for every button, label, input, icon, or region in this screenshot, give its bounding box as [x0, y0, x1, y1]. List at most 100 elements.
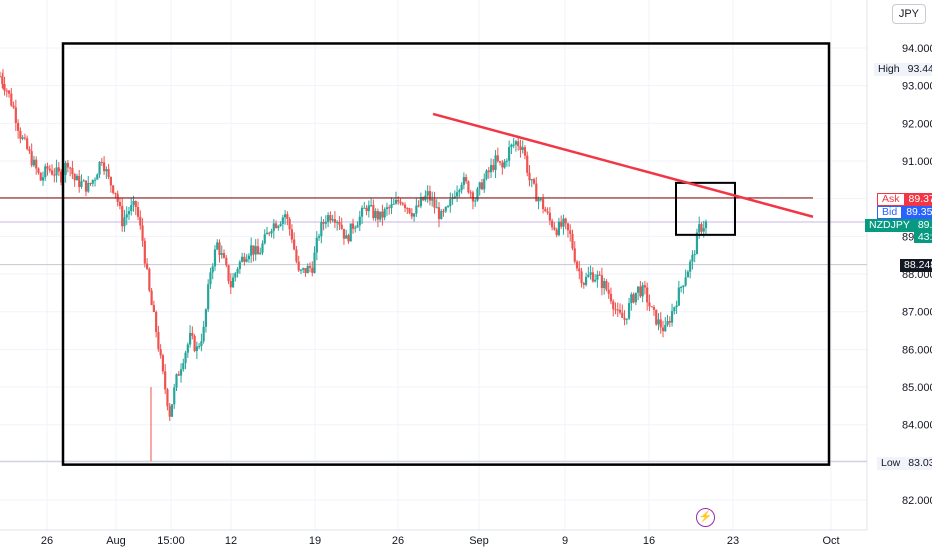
time-axis-labels: 26 Aug 15:00 12 19 26 Sep 9 16 23 Oct: [41, 535, 840, 547]
lightning-icon[interactable]: ⚡: [696, 508, 715, 527]
candle-body: [598, 274, 601, 276]
candle-body: [112, 185, 115, 193]
candle-body: [376, 211, 379, 220]
candle-body: [689, 261, 692, 272]
candle-body: [139, 216, 142, 226]
candle-body: [338, 222, 341, 225]
candle-body: [526, 155, 529, 173]
candle-body: [288, 219, 291, 230]
candle-body: [279, 223, 282, 226]
currency-badge[interactable]: JPY: [891, 4, 926, 24]
candle-body: [394, 199, 398, 204]
price-axis-labels: 94.00093.00092.00091.00090.00089.00088.0…: [902, 43, 932, 507]
candle-body: [202, 326, 205, 342]
candle-body: [449, 199, 452, 207]
candle-body: [141, 225, 144, 241]
candle-body: [91, 179, 94, 184]
candle-body: [272, 223, 275, 231]
candle-body: [340, 224, 343, 229]
candle-body: [84, 180, 88, 192]
candle-body: [566, 223, 570, 231]
y-tick-label: 87.000: [902, 307, 932, 319]
candle-body: [523, 147, 527, 156]
candle-body: [401, 203, 404, 205]
candle-body: [632, 294, 635, 303]
candle-body: [397, 199, 400, 202]
candle-body: [433, 199, 436, 208]
y-tick-label: 93.000: [902, 81, 932, 93]
candle-body: [254, 246, 257, 255]
candle-body: [478, 182, 481, 189]
candlestick-series: [0, 69, 708, 462]
drawing-annotations[interactable]: [0, 42, 831, 466]
candle-body: [487, 170, 490, 173]
candle-body: [657, 319, 660, 325]
candle-body: [492, 165, 495, 171]
candle-body: [46, 166, 49, 169]
bid-value: 89.358: [902, 206, 932, 219]
y-tick-label: 82.000: [902, 495, 932, 507]
candle-body: [541, 199, 545, 209]
candle-body: [268, 232, 271, 234]
candle-body: [238, 261, 241, 270]
candle-body: [317, 236, 321, 238]
candle-body: [512, 144, 515, 146]
candle-body: [161, 355, 165, 372]
candle-body: [680, 287, 683, 289]
candle-body: [71, 168, 74, 175]
candle-body: [143, 240, 146, 264]
candle-body: [231, 277, 235, 288]
candle-body: [360, 207, 364, 217]
candle-body: [627, 303, 631, 319]
x-tick-label: Sep: [469, 535, 489, 547]
candle-body: [453, 196, 456, 198]
candle-body: [374, 211, 377, 219]
candle-body: [136, 207, 140, 217]
candle-body: [630, 294, 633, 304]
candle-body: [345, 235, 348, 239]
candle-body: [467, 181, 470, 193]
candle-body: [41, 177, 45, 181]
candle-body: [693, 254, 696, 256]
x-tick-label: 12: [225, 535, 237, 547]
candle-body: [89, 183, 92, 185]
candle-body: [686, 271, 689, 278]
candle-body: [578, 268, 581, 272]
candle-body: [114, 192, 117, 194]
candle-body: [69, 167, 72, 169]
candle-body: [704, 221, 708, 229]
candle-body: [64, 162, 67, 175]
candle-body: [98, 161, 101, 175]
candle-body: [356, 225, 359, 228]
candle-body: [528, 172, 531, 181]
candle-body: [655, 309, 658, 325]
candle-body: [553, 227, 556, 230]
candle-body: [265, 232, 269, 235]
candle-body: [39, 172, 42, 181]
candle-body: [302, 268, 305, 270]
candle-body: [440, 211, 443, 220]
candle-body: [684, 277, 687, 286]
candle-body: [274, 223, 278, 228]
y-tick-label: 88.000: [902, 269, 932, 281]
candle-body: [666, 321, 669, 325]
candle-body: [668, 321, 671, 323]
high-label: High: [878, 63, 900, 75]
candle-body: [37, 168, 40, 173]
candle-body: [304, 268, 307, 274]
candle-body: [313, 252, 316, 273]
candle-body: [675, 305, 678, 308]
candle-body: [539, 199, 542, 201]
candle-body: [211, 266, 214, 273]
candle-body: [652, 307, 656, 310]
candle-body: [575, 261, 579, 269]
candle-body: [50, 170, 54, 175]
candle-body: [363, 207, 366, 209]
candle-body: [220, 253, 223, 255]
candle-body: [177, 374, 180, 376]
candle-body: [32, 159, 36, 166]
candle-body: [148, 268, 151, 291]
candle-body: [634, 292, 637, 303]
candle-body: [281, 217, 284, 224]
